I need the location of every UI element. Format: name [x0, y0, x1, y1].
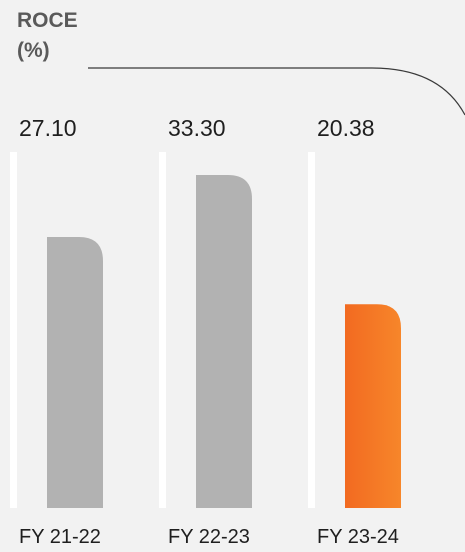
- value-label: 27.10: [19, 115, 77, 141]
- bars-layer: 27.10 FY 21-22 33.30 FY 22-23 20.38 FY 23-24: [10, 115, 401, 548]
- bar-guide-line: [159, 152, 166, 508]
- chart-title: ROCE (%): [17, 6, 78, 66]
- category-label: FY 21-22: [19, 526, 101, 548]
- chart-title-line2: (%): [17, 39, 50, 62]
- chart-title-line1: ROCE: [17, 9, 78, 32]
- category-label: FY 22-23: [168, 526, 250, 548]
- value-label: 33.30: [168, 115, 226, 141]
- value-label: 20.38: [317, 115, 375, 141]
- decorative-header-line: [88, 67, 465, 116]
- bar-guide-line: [308, 152, 315, 508]
- bar-guide-line: [10, 152, 17, 508]
- category-label: FY 23-24: [317, 526, 399, 548]
- bar-fy-23-24: [345, 304, 401, 508]
- bar-fy-22-23: [196, 175, 252, 508]
- bar-fy-21-22: [47, 237, 103, 508]
